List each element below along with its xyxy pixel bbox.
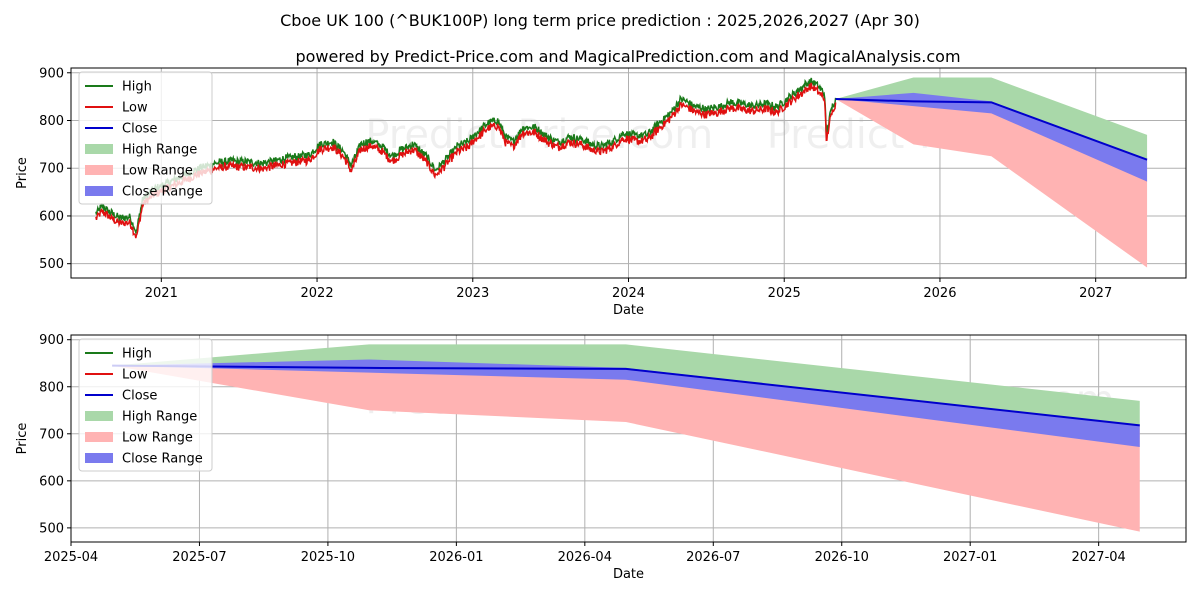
x-tick-label: 2025-07 bbox=[172, 550, 226, 565]
x-tick-label: 2026 bbox=[923, 286, 956, 301]
high-line bbox=[95, 77, 837, 235]
axes-frame bbox=[70, 334, 1187, 543]
x-axis-label: Date bbox=[613, 567, 644, 582]
history-panel: Predict-Price.comPredict-Price.com202120… bbox=[15, 66, 1187, 318]
chart-title: Cboe UK 100 (^BUK100P) long term price p… bbox=[280, 11, 920, 30]
y-axis-label: Price bbox=[15, 157, 30, 189]
chart-subtitle: powered by Predict-Price.com and Magical… bbox=[295, 47, 960, 66]
x-tick-label: 2026-10 bbox=[815, 550, 869, 565]
legend-patch-swatch bbox=[85, 453, 113, 463]
legend-entry: Close Range bbox=[122, 185, 203, 200]
legend-patch-swatch bbox=[85, 144, 113, 154]
legend-patch-swatch bbox=[85, 411, 113, 421]
y-tick-label: 700 bbox=[39, 162, 64, 177]
legend-entry: Close bbox=[122, 389, 157, 404]
x-tick-label: 2025 bbox=[768, 286, 801, 301]
y-tick-label: 900 bbox=[39, 66, 64, 81]
legend: High Low Close High Range Low Range Close Ran… bbox=[78, 71, 213, 205]
x-tick-label: 2027 bbox=[1079, 286, 1112, 301]
x-tick-label: 2025-10 bbox=[301, 550, 355, 565]
x-tick-label: 2026-04 bbox=[558, 550, 612, 565]
y-axis-label: Price bbox=[15, 423, 30, 455]
y-tick-label: 700 bbox=[39, 427, 64, 442]
legend-entry: Close Range bbox=[122, 452, 203, 467]
low-line bbox=[95, 82, 837, 239]
x-axis-label: Date bbox=[613, 303, 644, 318]
close-line bbox=[112, 364, 1140, 427]
x-tick-label: 2027-01 bbox=[943, 550, 997, 565]
x-tick-label: 2027-04 bbox=[1071, 550, 1125, 565]
legend-entry: High Range bbox=[122, 143, 197, 158]
legend-entry: High bbox=[122, 347, 152, 362]
y-tick-label: 800 bbox=[39, 380, 64, 395]
x-tick-label: 2025-04 bbox=[44, 550, 98, 565]
legend-entry: Low bbox=[122, 101, 148, 116]
y-tick-label: 800 bbox=[39, 114, 64, 129]
legend: High Low Close High Range Low Range Close Ran… bbox=[78, 338, 213, 472]
legend-patch-swatch bbox=[85, 186, 113, 196]
forecast-panel: Predict-Price.comPredict-Price.com2025-0… bbox=[15, 333, 1187, 582]
legend-entry: Low Range bbox=[122, 431, 193, 446]
x-tick-label: 2026-01 bbox=[429, 550, 483, 565]
legend-patch-swatch bbox=[85, 165, 113, 175]
y-tick-label: 900 bbox=[39, 333, 64, 348]
x-tick-label: 2024 bbox=[612, 286, 645, 301]
legend-entry: High bbox=[122, 80, 152, 95]
x-tick-label: 2026-07 bbox=[686, 550, 740, 565]
x-tick-label: 2022 bbox=[301, 286, 334, 301]
x-tick-label: 2023 bbox=[456, 286, 489, 301]
x-tick-label: 2021 bbox=[145, 286, 178, 301]
y-tick-label: 500 bbox=[39, 521, 64, 536]
legend-patch-swatch bbox=[85, 432, 113, 442]
close-line bbox=[835, 98, 1148, 161]
y-tick-label: 600 bbox=[39, 209, 64, 224]
legend-entry: Low bbox=[122, 368, 148, 383]
legend-entry: Low Range bbox=[122, 164, 193, 179]
legend-entry: Close bbox=[122, 122, 157, 137]
y-tick-label: 500 bbox=[39, 257, 64, 272]
y-tick-label: 600 bbox=[39, 474, 64, 489]
legend-entry: High Range bbox=[122, 410, 197, 425]
